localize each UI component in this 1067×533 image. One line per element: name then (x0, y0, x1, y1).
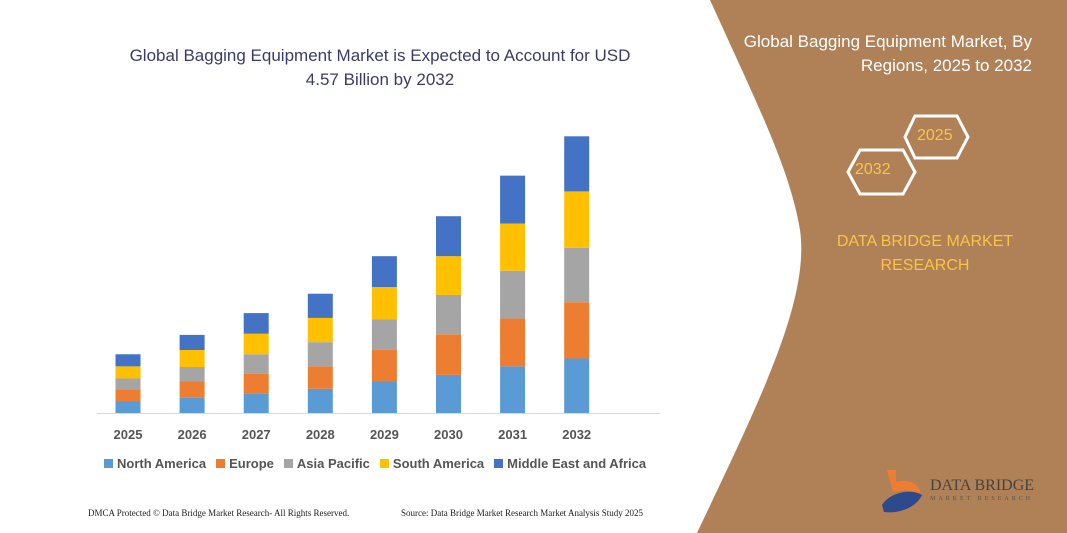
bar-2028-middle-east-and-africa (307, 293, 333, 318)
bar-2029-north-america (371, 381, 397, 413)
bar-2030-north-america (436, 374, 461, 413)
hexagon-2032 (846, 148, 917, 196)
bar-2028-asia-pacific (307, 342, 333, 367)
logo-name: DATA BRIDGE (930, 477, 1035, 494)
bar-2025-asia-pacific (115, 378, 141, 390)
bar-2031-south-america (500, 223, 526, 271)
logo-subtitle: MARKET RESEARCH (930, 496, 1034, 502)
legend-label: Asia Pacific (296, 456, 370, 471)
bar-2031-asia-pacific (500, 270, 526, 319)
bar-2025-south-america (115, 366, 141, 379)
bar-2026-europe (179, 381, 205, 398)
legend-swatch (494, 459, 504, 468)
bar-2027-middle-east-and-africa (243, 313, 269, 334)
legend-label: Europe (229, 456, 274, 471)
legend: North America Europe Asia Pacific South Ame… (104, 456, 646, 471)
bar-2030-south-america (436, 256, 461, 295)
legend-item: South America (379, 456, 485, 471)
bar-2025-middle-east-and-africa (115, 354, 141, 367)
bar-2031-europe (500, 318, 526, 367)
bar-chart: 2025 2026 2027 2028 2029 2030 2031 2032 (97, 136, 660, 442)
bar-2030-europe (436, 334, 461, 375)
side-panel-shape (697, 0, 1067, 533)
bar-2026-asia-pacific (179, 366, 205, 382)
hexagon-2025 (903, 114, 970, 160)
legend-label: Middle East and Africa (507, 456, 647, 471)
bar-2027-asia-pacific (243, 354, 269, 374)
x-tick-label: 2028 (306, 427, 335, 442)
legend-label: North America (117, 456, 207, 471)
x-tick-label: 2027 (242, 427, 271, 442)
legend-item: Middle East and Africa (494, 456, 646, 471)
x-tick-label: 2031 (498, 427, 527, 442)
bar-2028-north-america (307, 388, 333, 413)
bar-2025-north-america (115, 401, 141, 413)
side-panel-title: Global Bagging Equipment Market, By Regi… (743, 32, 1032, 75)
legend-swatch (104, 459, 113, 468)
x-tick-label: 2026 (178, 427, 207, 442)
bar-2026-south-america (179, 350, 205, 367)
hex-label-2032: 2032 (855, 161, 891, 178)
bar-2032-north-america (564, 358, 590, 413)
bar-2026-middle-east-and-africa (179, 334, 205, 351)
bar-2032-europe (564, 302, 590, 359)
logo-icon (882, 470, 922, 513)
bar-2027-north-america (243, 393, 269, 413)
bar-2028-europe (307, 366, 333, 389)
bar-2029-middle-east-and-africa (371, 256, 397, 288)
chart-title: Global Bagging Equipment Market is Expec… (129, 46, 631, 89)
bar-2032-south-america (564, 191, 590, 248)
bar-2032-asia-pacific (564, 247, 590, 303)
bar-2031-middle-east-and-africa (500, 175, 526, 224)
legend-item: Europe (216, 456, 274, 471)
bar-2026-north-america (179, 397, 205, 413)
bar-2029-europe (371, 350, 397, 382)
x-tick-label: 2025 (114, 427, 143, 442)
bar-2031-north-america (500, 366, 526, 413)
legend-label: South America (392, 456, 485, 471)
brand-text: DATA BRIDGE MARKET RESEARCH (836, 233, 1014, 274)
hex-label-2025: 2025 (917, 127, 953, 144)
legend-swatch (216, 459, 226, 468)
legend-item: Asia Pacific (283, 456, 370, 471)
bar-2027-europe (243, 373, 269, 394)
bar-2030-middle-east-and-africa (436, 216, 461, 257)
x-tick-label: 2032 (562, 427, 591, 442)
x-tick-label: 2030 (434, 427, 463, 442)
footer-copyright: DMCA Protected © Data Bridge Market Rese… (88, 508, 350, 518)
bar-2027-south-america (243, 333, 269, 355)
legend-swatch (283, 459, 293, 468)
legend-swatch (379, 459, 389, 468)
bar-2032-middle-east-and-africa (564, 136, 590, 192)
footer-source: Source: Data Bridge Market Research Mark… (401, 508, 643, 518)
bar-2029-asia-pacific (371, 319, 397, 351)
bar-2029-south-america (371, 287, 397, 320)
bar-2030-asia-pacific (436, 294, 461, 335)
x-tick-label: 2029 (370, 427, 399, 442)
bar-2025-europe (115, 389, 141, 402)
legend-item: North America (104, 456, 206, 471)
bar-2028-south-america (307, 317, 333, 343)
